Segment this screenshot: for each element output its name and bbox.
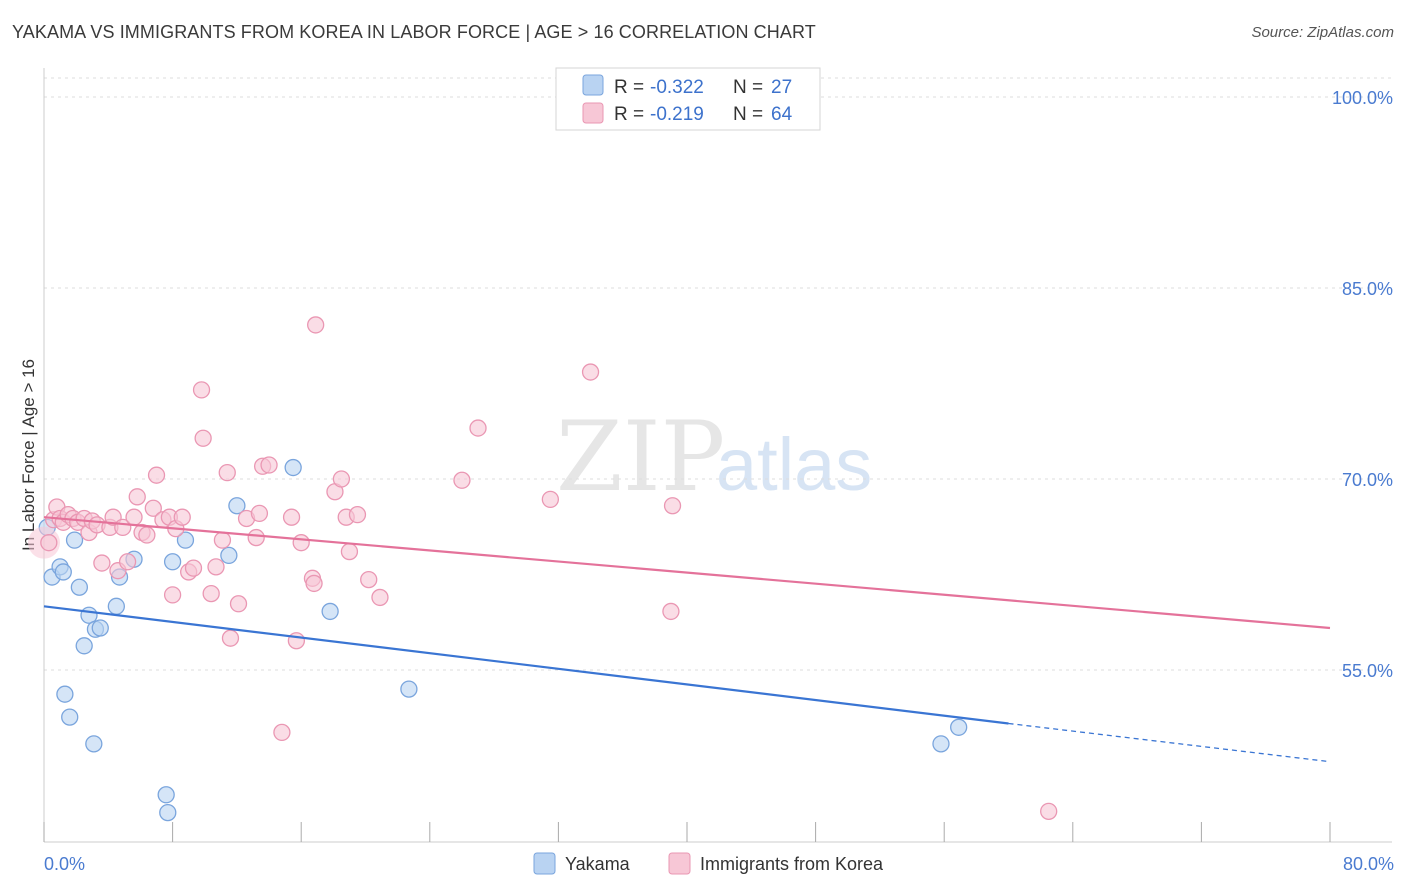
korea-point-54	[340, 542, 359, 561]
yakama-trend-extension	[1008, 722, 1331, 763]
yakama-point-21	[228, 497, 246, 515]
yakama-point-16	[157, 786, 175, 804]
korea-point-46	[287, 632, 306, 650]
korea-point-43	[260, 456, 278, 474]
yakama-point-6	[65, 531, 84, 549]
legend-r-label-yakama: R =	[614, 77, 644, 98]
yakama-point-4	[56, 685, 74, 703]
yakama-trend-line	[43, 605, 1009, 725]
korea-point-45	[282, 508, 301, 526]
korea-point-19	[128, 488, 146, 506]
korea-point-62	[663, 497, 682, 515]
korea-point-28	[173, 508, 191, 526]
korea-point-22	[144, 499, 162, 517]
yakama-point-7	[70, 578, 89, 596]
legend-swatch-yakama	[582, 74, 604, 96]
series-legend: Yakama Immigrants from Korea	[533, 852, 884, 875]
korea-point-36	[218, 463, 236, 482]
korea-point-34	[207, 558, 225, 576]
yakama-point-8	[75, 637, 93, 655]
yakama-point-3	[54, 563, 72, 581]
korea-trend-line	[43, 516, 1331, 630]
korea-point-55	[348, 506, 367, 524]
yakama-point-25	[932, 735, 950, 753]
y-tick-label-1: 85.0%	[1342, 279, 1393, 299]
legend-swatch-korea	[582, 102, 604, 124]
correlation-legend: R = -0.322 N = 27 R = -0.219 N = 64	[555, 67, 821, 131]
y-tick-label-3: 55.0%	[1342, 661, 1393, 681]
yakama-point-24	[400, 680, 418, 698]
x-tick-label-0: 0.0%	[44, 854, 85, 874]
yakama-point-10	[85, 735, 103, 753]
x-tick-labels: 0.0% 80.0%	[44, 854, 1394, 874]
korea-point-49	[305, 574, 323, 593]
yakama-point-5	[61, 708, 79, 726]
korea-point-52	[332, 470, 351, 488]
yakama-point-12	[91, 619, 109, 637]
legend-n-value-korea: 64	[771, 104, 793, 125]
korea-point-21	[138, 526, 156, 544]
legend-r-value-yakama: -0.322	[650, 77, 704, 98]
yakama-point-17	[159, 803, 177, 822]
korea-point-18	[125, 508, 143, 526]
korea-point-37	[221, 629, 240, 647]
legend-r-value-korea: -0.219	[650, 104, 704, 125]
bottom-legend-label-yakama: Yakama	[565, 854, 631, 874]
x-tick-label-1: 80.0%	[1343, 854, 1394, 874]
korea-point-47	[292, 534, 310, 552]
yakama-point-13	[107, 597, 125, 615]
legend-r-label-korea: R =	[614, 104, 644, 125]
korea-point-38	[229, 595, 248, 613]
yakama-point-23	[321, 602, 339, 621]
legend-n-label-yakama: N =	[733, 77, 763, 98]
korea-point-59	[469, 419, 487, 437]
watermark: ZIP atlas	[556, 401, 872, 513]
bottom-legend-swatch-yakama	[533, 852, 556, 875]
korea-point-44	[273, 723, 291, 742]
korea-point-31	[192, 381, 211, 399]
korea-point-0	[40, 534, 58, 552]
korea-point-12	[93, 554, 111, 572]
chart-title: YAKAMA VS IMMIGRANTS FROM KOREA IN LABOR…	[12, 22, 816, 42]
korea-point-33	[202, 584, 220, 603]
legend-n-label-korea: N =	[733, 104, 763, 125]
korea-point-60	[541, 490, 560, 509]
axes	[43, 68, 1392, 843]
yakama-point-22	[284, 458, 302, 477]
korea-point-64	[1040, 802, 1058, 820]
legend-n-value-yakama: 27	[771, 77, 792, 98]
korea-point-23	[147, 466, 166, 484]
korea-point-17	[118, 553, 137, 571]
korea-point-41	[250, 504, 269, 523]
gridlines	[44, 77, 1392, 671]
yakama-point-19	[176, 531, 195, 549]
bottom-legend-label-korea: Immigrants from Korea	[700, 854, 884, 874]
korea-point-35	[213, 531, 232, 549]
y-tick-label-2: 70.0%	[1342, 470, 1393, 490]
korea-point-26	[163, 586, 182, 604]
y-tick-labels: 100.0% 85.0% 70.0% 55.0%	[1332, 88, 1393, 681]
korea-point-50	[307, 316, 325, 334]
korea-point-63	[662, 602, 680, 621]
watermark-zip: ZIP	[556, 401, 725, 513]
trend-lines	[43, 516, 1331, 763]
korea-point-61	[581, 363, 600, 381]
korea-point-40	[247, 528, 265, 547]
watermark-atlas: atlas	[716, 423, 872, 506]
korea-point-32	[194, 429, 212, 447]
source-credit: Source: ZipAtlas.com	[1251, 24, 1394, 41]
yakama-point-18	[163, 553, 182, 571]
data-points	[28, 316, 1058, 822]
korea-point-30	[184, 559, 203, 577]
yakama-point-20	[220, 546, 238, 565]
korea-point-57	[371, 588, 389, 607]
bottom-legend-swatch-korea	[668, 852, 691, 875]
korea-point-58	[453, 471, 471, 489]
y-tick-label-0: 100.0%	[1332, 88, 1393, 108]
y-axis-label: In Labor Force | Age > 16	[19, 359, 38, 551]
yakama-point-26	[950, 718, 968, 736]
korea-point-56	[360, 570, 378, 589]
